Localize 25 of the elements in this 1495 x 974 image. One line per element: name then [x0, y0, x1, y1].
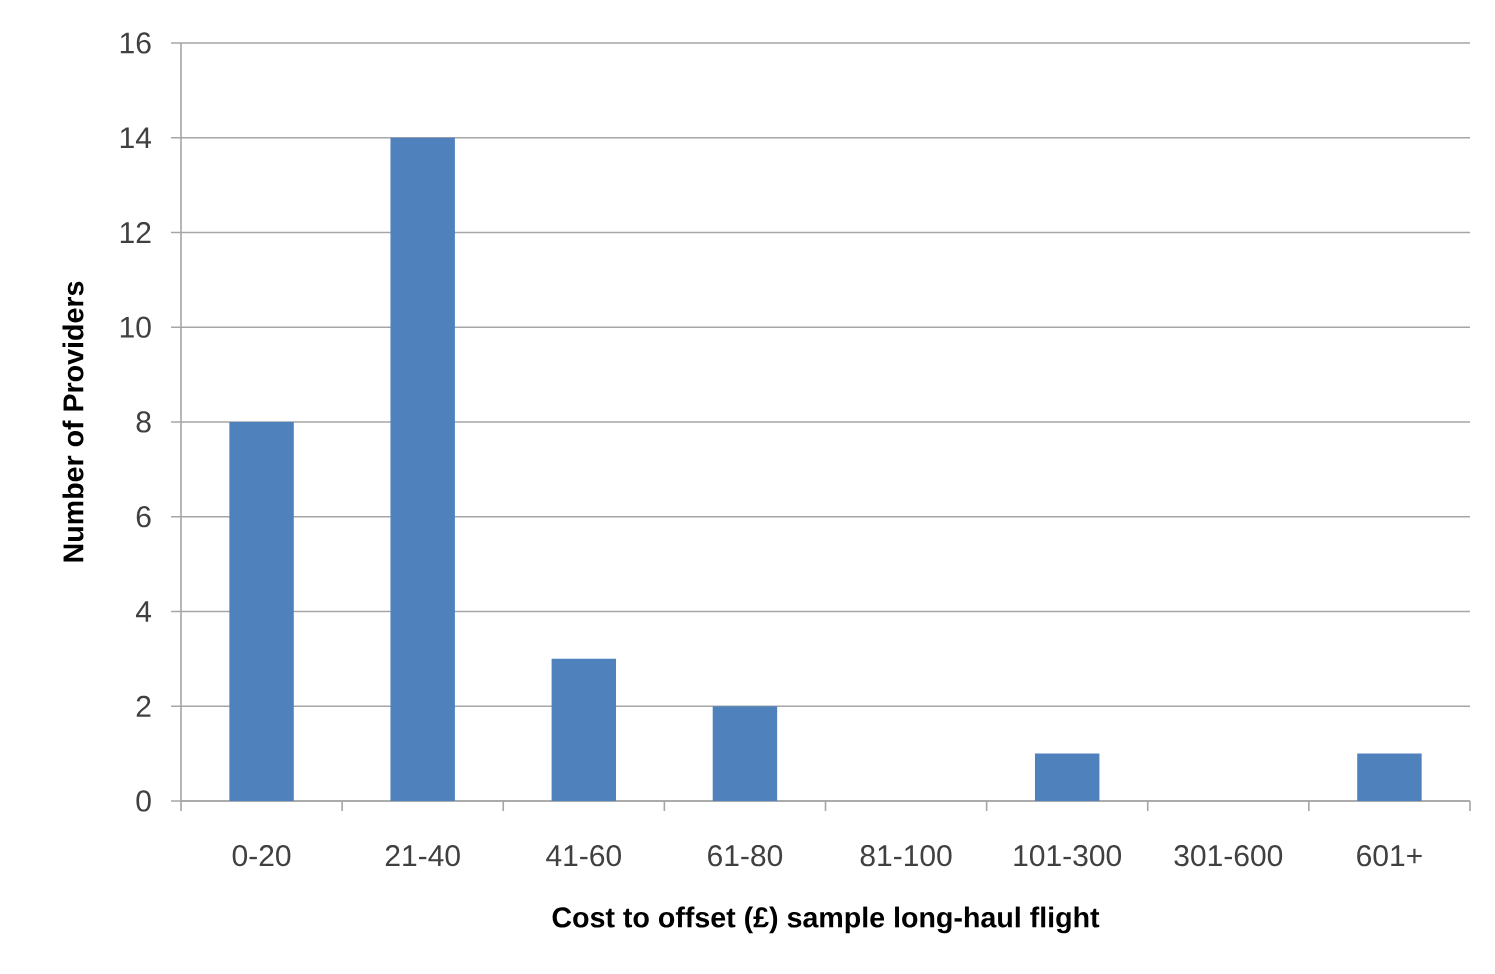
- y-tick-label: 16: [120, 32, 151, 54]
- x-axis-title: Cost to offset (£) sample long-haul flight: [552, 906, 1100, 934]
- x-tick-label: 41-60: [546, 845, 621, 867]
- x-tick-label: 101-300: [1014, 845, 1122, 867]
- y-tick-label: 10: [120, 316, 151, 338]
- y-axis-title: Number of Providers: [62, 281, 84, 562]
- x-tick-label: 601+: [1357, 845, 1422, 867]
- x-tick-label: 301-600: [1174, 845, 1283, 867]
- bar: [390, 137, 455, 801]
- bar: [1357, 753, 1422, 801]
- y-tick-label: 4: [135, 601, 152, 622]
- x-tick-label: 81-100: [860, 845, 952, 867]
- x-tick-label: 21-40: [385, 845, 460, 867]
- x-tick-label: 0-20: [232, 845, 291, 867]
- y-tick-label: 0: [136, 790, 151, 812]
- bar: [1034, 753, 1100, 801]
- y-tick-label: 6: [136, 506, 151, 528]
- bar: [229, 421, 294, 801]
- bar: [551, 658, 617, 801]
- y-tick-label: 8: [136, 411, 151, 433]
- bar: [712, 706, 778, 801]
- y-tick-label: 2: [136, 695, 151, 717]
- y-tick-label: 14: [120, 127, 152, 149]
- y-tick-label: 12: [120, 222, 151, 243]
- x-tick-label: 61-80: [708, 845, 783, 867]
